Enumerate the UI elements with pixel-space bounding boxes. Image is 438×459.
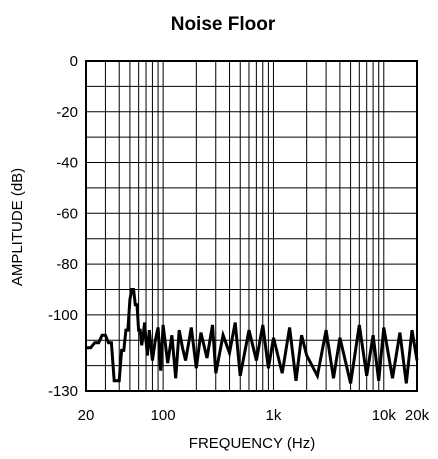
noise-floor-trace [86, 288, 419, 384]
chart-title: Noise Floor [171, 14, 276, 35]
x-tick-label: 100 [151, 407, 176, 424]
y-tick-label: 0 [70, 53, 78, 70]
x-tick-label: 20k [405, 407, 430, 424]
x-tick-label: 1k [266, 407, 282, 424]
x-axis-label: FREQUENCY (Hz) [189, 435, 315, 452]
x-tick-label: 10k [372, 407, 397, 424]
y-tick-label: -40 [56, 155, 78, 172]
plot-frame [85, 60, 418, 392]
x-tick-label: 20 [78, 407, 95, 424]
y-tick-label: -20 [56, 104, 78, 121]
y-tick-label: -130 [48, 383, 78, 400]
y-tick-label: -80 [56, 256, 78, 273]
y-tick-labels: 0 -20 -40 -60 -80 -100 -130 [48, 53, 78, 400]
x-tick-labels: 20 100 1k 10k 20k [78, 407, 430, 424]
y-tick-label: -60 [56, 205, 78, 222]
y-axis-label: AMPLITUDE (dB) [9, 168, 26, 286]
y-tick-label: -100 [48, 307, 78, 324]
series [86, 288, 419, 384]
